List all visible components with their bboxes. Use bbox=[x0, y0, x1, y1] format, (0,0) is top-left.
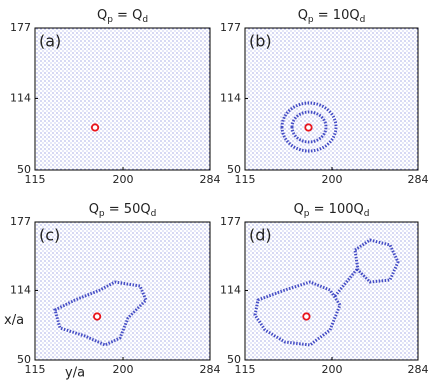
x-tick-label: 115 bbox=[235, 363, 256, 376]
title-subscript: d bbox=[142, 15, 148, 25]
y-tick-label: 177 bbox=[10, 215, 31, 228]
y-tick-label: 114 bbox=[10, 91, 31, 104]
title-subscript: d bbox=[364, 209, 370, 219]
x-tick-label: 115 bbox=[25, 363, 46, 376]
y-tick-label: 177 bbox=[10, 21, 31, 34]
y-tick-label: 177 bbox=[220, 21, 241, 34]
axes-box bbox=[34, 27, 211, 171]
x-tick-label: 284 bbox=[408, 173, 429, 186]
particle-field bbox=[245, 28, 418, 170]
y-tick-label: 114 bbox=[220, 283, 241, 296]
panel-title: Qp = 10Qd bbox=[298, 8, 366, 25]
panel: 115 200 284 50 114 177 Qp = 100Qd (d) bbox=[220, 202, 429, 377]
x-tick-label: 284 bbox=[200, 363, 221, 376]
title-text: Q bbox=[294, 202, 304, 217]
particle-field bbox=[35, 222, 210, 360]
title-subscript: d bbox=[360, 15, 366, 25]
source-point bbox=[302, 312, 311, 321]
x-tick-label: 115 bbox=[25, 173, 46, 186]
title-text: = 50Q bbox=[105, 202, 151, 217]
x-axis-label: y/a bbox=[65, 366, 85, 381]
title-subscript: d bbox=[151, 209, 157, 219]
panel: 115 200 284 50 114 177 Qp = 50Qd (c) x/a y/a bbox=[4, 202, 221, 381]
cluster-texture bbox=[353, 238, 400, 284]
y-tick-label: 177 bbox=[220, 215, 241, 228]
panel-label: (b) bbox=[249, 32, 272, 51]
cluster-texture bbox=[280, 101, 338, 153]
y-tick-label: 50 bbox=[17, 163, 31, 176]
y-tick-label: 50 bbox=[227, 353, 241, 366]
axes-box bbox=[244, 27, 419, 171]
panel-label: (a) bbox=[39, 32, 61, 51]
x-tick-label: 200 bbox=[322, 363, 343, 376]
x-tick-label: 115 bbox=[235, 173, 256, 186]
x-tick-label: 200 bbox=[113, 363, 134, 376]
cluster-texture bbox=[333, 267, 360, 297]
title-subscript: p bbox=[304, 209, 310, 219]
title-text: = 100Q bbox=[310, 202, 364, 217]
panel-title: Qp = 100Qd bbox=[294, 202, 370, 219]
title-text: Q bbox=[89, 202, 99, 217]
y-tick-label: 50 bbox=[17, 353, 31, 366]
x-tick-label: 284 bbox=[200, 173, 221, 186]
y-tick-label: 114 bbox=[220, 91, 241, 104]
panel-label: (d) bbox=[249, 226, 272, 245]
panel-label: (c) bbox=[39, 226, 60, 245]
x-tick-label: 284 bbox=[408, 363, 429, 376]
title-text: = 10Q bbox=[314, 8, 360, 23]
title-subscript: p bbox=[107, 15, 113, 25]
particle-field bbox=[35, 28, 210, 170]
axes-box bbox=[34, 221, 211, 361]
title-text: = Q bbox=[113, 8, 142, 23]
y-tick-label: 114 bbox=[10, 283, 31, 296]
cluster-texture bbox=[290, 110, 328, 144]
source-point bbox=[93, 312, 102, 321]
panel-title: Qp = 50Qd bbox=[89, 202, 157, 219]
title-subscript: p bbox=[99, 209, 105, 219]
title-text: Q bbox=[298, 8, 308, 23]
y-axis-label: x/a bbox=[4, 313, 24, 328]
title-text: Q bbox=[97, 8, 107, 23]
source-point bbox=[304, 123, 313, 132]
y-tick-label: 50 bbox=[227, 163, 241, 176]
panel: 115 200 284 50 114 177 Qp = Qd (a) bbox=[10, 8, 221, 187]
axes-box bbox=[244, 221, 419, 361]
x-tick-label: 200 bbox=[113, 173, 134, 186]
panel-title: Qp = Qd bbox=[97, 8, 148, 25]
x-tick-label: 200 bbox=[322, 173, 343, 186]
panel: 115 200 284 50 114 177 Qp = 10Qd (b) bbox=[220, 8, 429, 187]
cluster-texture bbox=[253, 280, 342, 347]
source-point bbox=[90, 123, 100, 132]
title-subscript: p bbox=[308, 15, 314, 25]
